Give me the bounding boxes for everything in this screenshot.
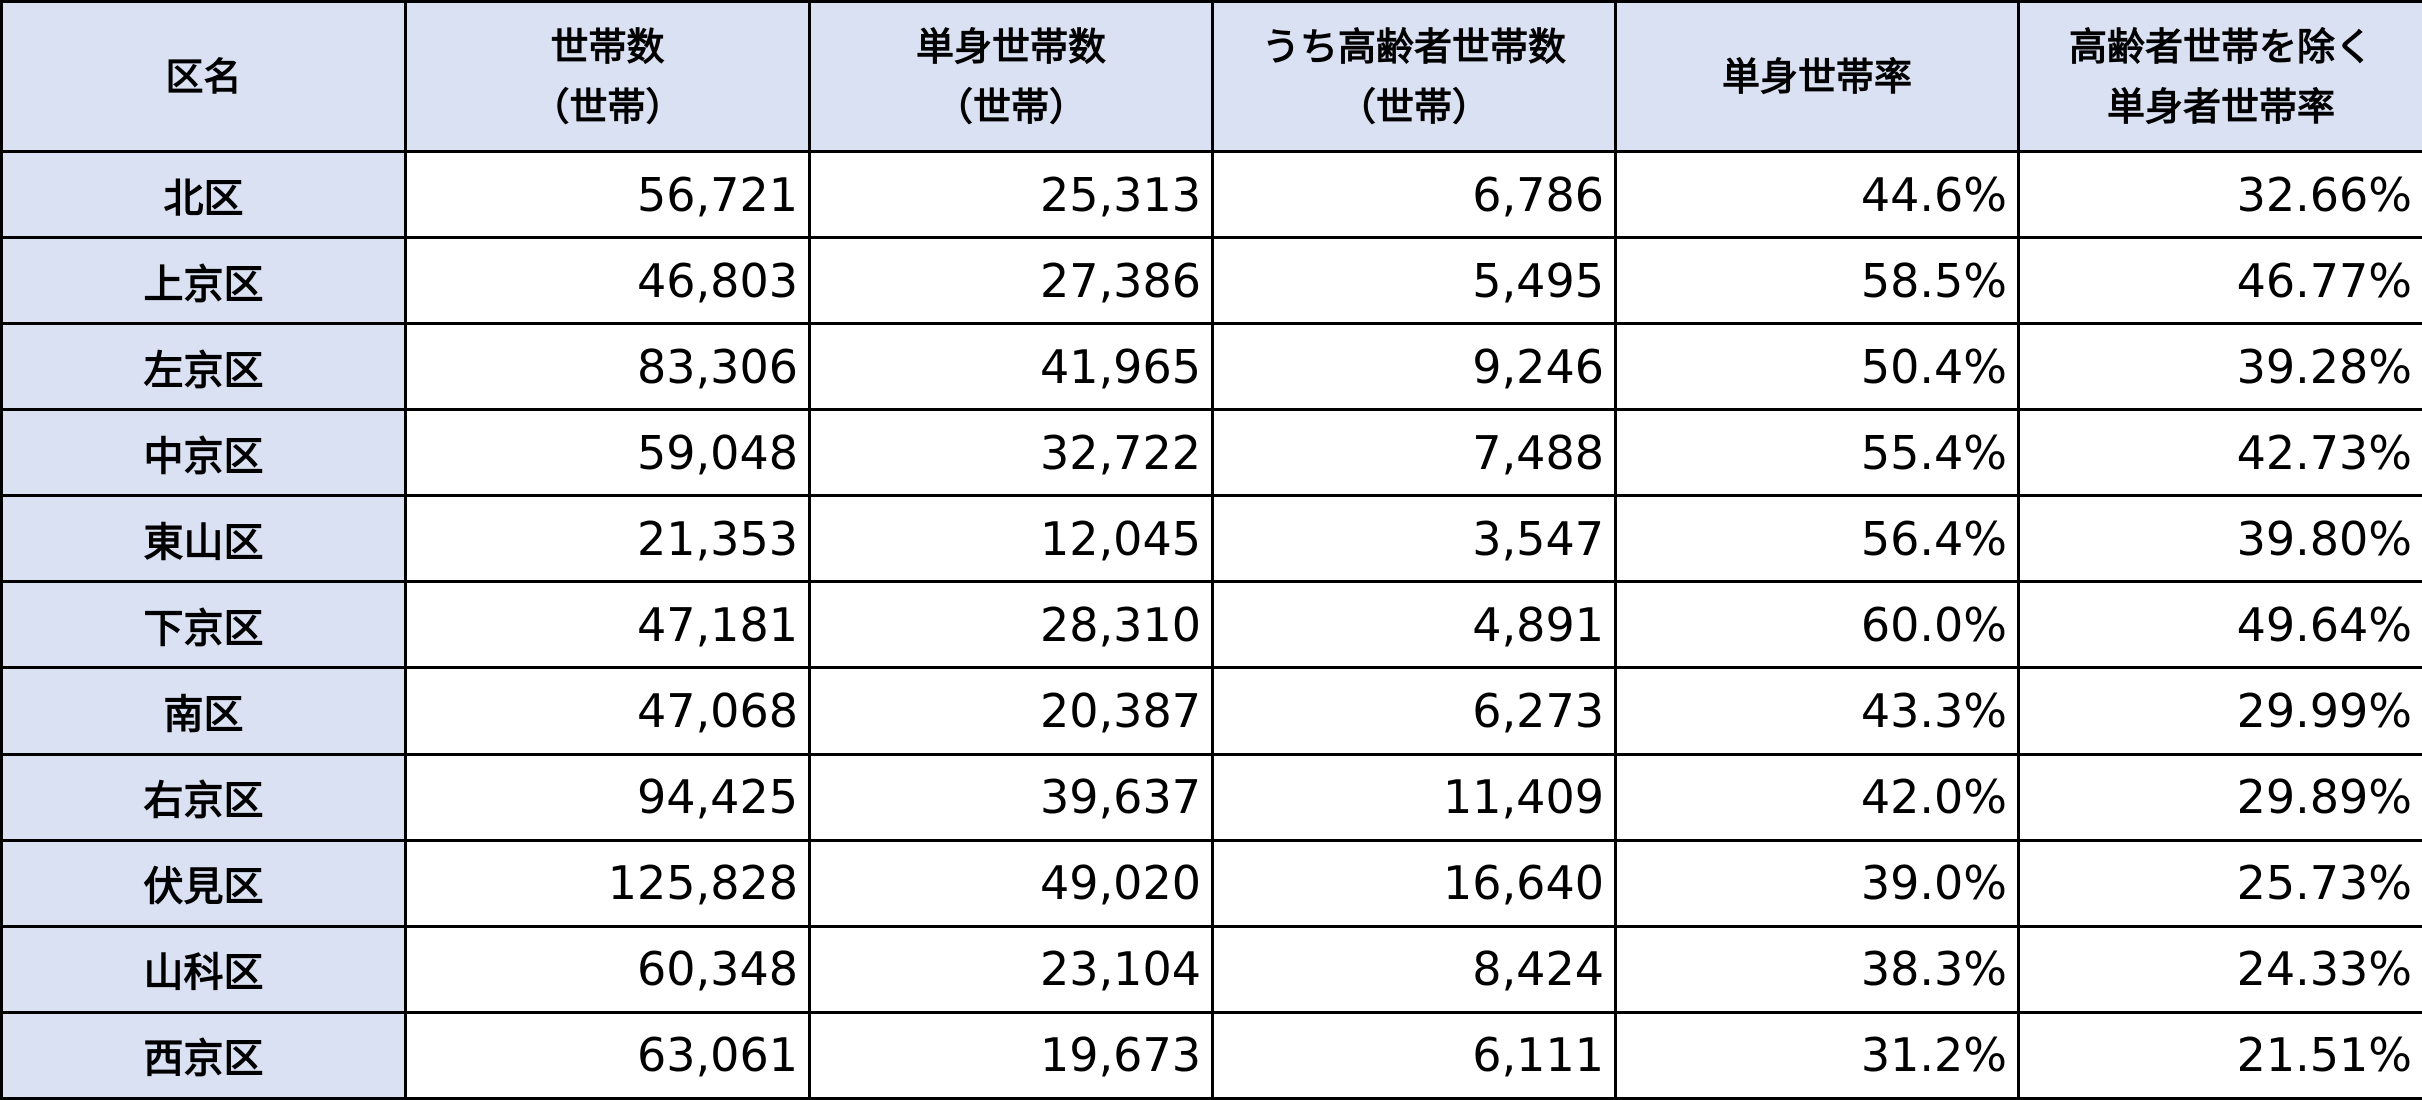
- ward-name-cell: 中京区: [0, 408, 407, 498]
- single-rate-cell: 55.4%: [1614, 408, 2020, 498]
- ward-name-cell: 南区: [0, 666, 407, 756]
- elderly-households-cell: 3,547: [1211, 494, 1617, 584]
- single-rate-excl-elderly-cell: 49.64%: [2017, 580, 2422, 670]
- households-cell: 46,803: [404, 236, 811, 326]
- elderly-households-cell: 16,640: [1211, 838, 1617, 928]
- elderly-households-cell: 6,111: [1211, 1010, 1617, 1100]
- table-row: 左京区 83,306 41,965 9,246 50.4% 39.28%: [0, 322, 2422, 412]
- table-row: 右京区 94,425 39,637 11,409 42.0% 29.89%: [0, 752, 2422, 842]
- header-line: 高齢者世帯を除く: [2068, 24, 2373, 69]
- single-rate-cell: 44.6%: [1614, 149, 2020, 240]
- elderly-households-cell: 8,424: [1211, 924, 1617, 1014]
- ward-name-cell: 山科区: [0, 924, 407, 1014]
- single-rate-excl-elderly-cell: 46.77%: [2017, 236, 2422, 326]
- ward-name-cell: 下京区: [0, 580, 407, 670]
- header-line: （世帯）: [531, 84, 684, 129]
- single-rate-cell: 50.4%: [1614, 322, 2020, 412]
- single-households-cell: 28,310: [808, 580, 1214, 670]
- table-row: 山科区 60,348 23,104 8,424 38.3% 24.33%: [0, 924, 2422, 1014]
- header-single-rate: 単身世帯率: [1614, 0, 2020, 153]
- ward-name-cell: 北区: [0, 149, 407, 240]
- elderly-households-cell: 9,246: [1211, 322, 1617, 412]
- single-households-cell: 23,104: [808, 924, 1214, 1014]
- single-rate-excl-elderly-cell: 29.89%: [2017, 752, 2422, 842]
- header-row: 区名 世帯数 （世帯） 単身世帯数 （世帯） うち高齢者世帯数 （世帯） 単身世…: [0, 0, 2422, 153]
- ward-name-cell: 西京区: [0, 1010, 407, 1100]
- single-rate-cell: 42.0%: [1614, 752, 2020, 842]
- table-row: 北区 56,721 25,313 6,786 44.6% 32.66%: [0, 149, 2422, 240]
- header-line: 単身世帯率: [1721, 54, 1912, 99]
- header-single-rate-excl-elderly: 高齢者世帯を除く 単身者世帯率: [2017, 0, 2422, 153]
- table-row: 伏見区 125,828 49,020 16,640 39.0% 25.73%: [0, 838, 2422, 928]
- header-households: 世帯数 （世帯）: [404, 0, 811, 153]
- households-cell: 56,721: [404, 149, 811, 240]
- ward-name-cell: 上京区: [0, 236, 407, 326]
- table-body: 北区 56,721 25,313 6,786 44.6% 32.66% 上京区 …: [0, 149, 2422, 1100]
- single-rate-excl-elderly-cell: 32.66%: [2017, 149, 2422, 240]
- ward-name-cell: 伏見区: [0, 838, 407, 928]
- elderly-households-cell: 11,409: [1211, 752, 1617, 842]
- single-households-cell: 49,020: [808, 838, 1214, 928]
- elderly-households-cell: 4,891: [1211, 580, 1617, 670]
- households-cell: 47,068: [404, 666, 811, 756]
- ward-name-cell: 左京区: [0, 322, 407, 412]
- elderly-households-cell: 7,488: [1211, 408, 1617, 498]
- households-cell: 21,353: [404, 494, 811, 584]
- single-rate-excl-elderly-cell: 39.80%: [2017, 494, 2422, 584]
- households-cell: 59,048: [404, 408, 811, 498]
- single-rate-cell: 56.4%: [1614, 494, 2020, 584]
- single-rate-cell: 31.2%: [1614, 1010, 2020, 1100]
- single-rate-excl-elderly-cell: 21.51%: [2017, 1010, 2422, 1100]
- single-households-cell: 39,637: [808, 752, 1214, 842]
- single-rate-excl-elderly-cell: 39.28%: [2017, 322, 2422, 412]
- header-line: 区名: [165, 54, 242, 99]
- table-row: 中京区 59,048 32,722 7,488 55.4% 42.73%: [0, 408, 2422, 498]
- single-rate-cell: 39.0%: [1614, 838, 2020, 928]
- single-rate-cell: 38.3%: [1614, 924, 2020, 1014]
- table-row: 下京区 47,181 28,310 4,891 60.0% 49.64%: [0, 580, 2422, 670]
- single-rate-cell: 60.0%: [1614, 580, 2020, 670]
- header-ward-name: 区名: [0, 0, 407, 153]
- single-households-cell: 32,722: [808, 408, 1214, 498]
- table-row: 東山区 21,353 12,045 3,547 56.4% 39.80%: [0, 494, 2422, 584]
- single-households-cell: 41,965: [808, 322, 1214, 412]
- table-header: 区名 世帯数 （世帯） 単身世帯数 （世帯） うち高齢者世帯数 （世帯） 単身世…: [0, 0, 2422, 153]
- header-line: 単身世帯数: [915, 24, 1106, 69]
- single-rate-excl-elderly-cell: 42.73%: [2017, 408, 2422, 498]
- single-rate-excl-elderly-cell: 25.73%: [2017, 838, 2422, 928]
- single-rate-cell: 58.5%: [1614, 236, 2020, 326]
- ward-name-cell: 右京区: [0, 752, 407, 842]
- table-row: 西京区 63,061 19,673 6,111 31.2% 21.51%: [0, 1010, 2422, 1100]
- single-rate-cell: 43.3%: [1614, 666, 2020, 756]
- households-cell: 83,306: [404, 322, 811, 412]
- households-cell: 60,348: [404, 924, 811, 1014]
- header-line: 単身者世帯率: [2106, 84, 2335, 129]
- header-line: 世帯数: [550, 24, 665, 69]
- single-rate-excl-elderly-cell: 24.33%: [2017, 924, 2422, 1014]
- single-households-cell: 20,387: [808, 666, 1214, 756]
- households-cell: 63,061: [404, 1010, 811, 1100]
- header-line: うち高齢者世帯数: [1261, 24, 1566, 69]
- table-row: 上京区 46,803 27,386 5,495 58.5% 46.77%: [0, 236, 2422, 326]
- header-line: （世帯）: [934, 84, 1087, 129]
- elderly-households-cell: 6,786: [1211, 149, 1617, 240]
- single-households-cell: 25,313: [808, 149, 1214, 240]
- elderly-households-cell: 5,495: [1211, 236, 1617, 326]
- households-cell: 94,425: [404, 752, 811, 842]
- ward-name-cell: 東山区: [0, 494, 407, 584]
- households-cell: 125,828: [404, 838, 811, 928]
- single-households-cell: 12,045: [808, 494, 1214, 584]
- header-single-households: 単身世帯数 （世帯）: [808, 0, 1214, 153]
- header-elderly-households: うち高齢者世帯数 （世帯）: [1211, 0, 1617, 153]
- households-cell: 47,181: [404, 580, 811, 670]
- single-households-cell: 27,386: [808, 236, 1214, 326]
- single-rate-excl-elderly-cell: 29.99%: [2017, 666, 2422, 756]
- header-line: （世帯）: [1337, 84, 1490, 129]
- elderly-households-cell: 6,273: [1211, 666, 1617, 756]
- single-households-cell: 19,673: [808, 1010, 1214, 1100]
- table-row: 南区 47,068 20,387 6,273 43.3% 29.99%: [0, 666, 2422, 756]
